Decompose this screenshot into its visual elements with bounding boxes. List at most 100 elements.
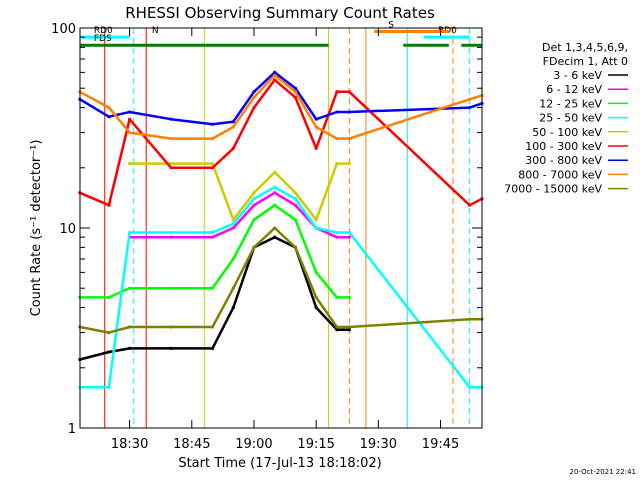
series-5-point-4 [210, 166, 215, 170]
series-2-point-4 [210, 286, 215, 290]
series-5-point-5 [231, 146, 235, 151]
y-axis-label: Count Rate (s⁻¹ detector⁻¹) [29, 140, 44, 317]
flag-label-3: S [388, 21, 394, 31]
series-line-2 [79, 203, 350, 299]
series-6-point-9 [314, 117, 318, 121]
flag-label-0: RD0 [94, 26, 113, 36]
series-4-point-4 [252, 191, 256, 195]
y-tick-label-2: 100 [51, 22, 76, 37]
x-tick-label-4: 19:30 [360, 437, 397, 452]
series-8-point-11 [347, 325, 351, 329]
series-1-point-9 [347, 235, 351, 239]
series-3-point-2 [128, 230, 132, 235]
series-8-point-7 [273, 226, 277, 230]
series-7-point-2 [128, 130, 132, 135]
series-1-point-2 [210, 235, 215, 239]
series-2-point-11 [347, 295, 351, 299]
series-6-point-3 [169, 117, 173, 121]
series-3-point-12 [467, 385, 472, 389]
series-line-1 [129, 191, 350, 239]
series-8-point-12 [467, 317, 472, 321]
series-3-point-5 [231, 222, 235, 226]
series-4-point-6 [293, 191, 298, 195]
series-4-point-0 [128, 161, 132, 166]
series-6-point-12 [467, 105, 472, 110]
series-5-point-6 [252, 105, 256, 110]
series-1-point-1 [169, 235, 173, 239]
series-0-point-7 [273, 235, 277, 239]
series-8-point-2 [128, 325, 132, 329]
series-5-point-11 [347, 90, 351, 94]
series-6-point-10 [335, 110, 339, 114]
series-5-point-1 [107, 203, 111, 207]
series-3-point-1 [107, 385, 111, 389]
series-line-0 [79, 235, 350, 361]
legend-label-5: 100 - 300 keV [525, 140, 602, 153]
series-line-6 [79, 71, 483, 126]
chart-title: RHESSI Observing Summary Count Rates [125, 4, 435, 22]
series-line-3 [79, 185, 482, 389]
x-tick-label-3: 19:15 [297, 437, 334, 452]
series-6-point-11 [347, 110, 351, 114]
series-4-point-8 [335, 161, 339, 166]
series-3-point-9 [314, 226, 318, 230]
series-5-point-12 [467, 203, 472, 207]
series-0-point-10 [335, 328, 339, 332]
series-7-point-6 [252, 95, 256, 99]
series-2-point-7 [273, 203, 277, 207]
series-6-point-1 [107, 115, 111, 119]
x-tick-label-2: 19:00 [235, 437, 272, 452]
series-line-8 [79, 226, 482, 334]
series-0-point-2 [128, 346, 132, 351]
axes: 18:30 18:45 19:00 19:15 19:30 19:45 1 10 100 [51, 22, 482, 452]
series-3-point-11 [347, 230, 351, 235]
legend-label-7: 800 - 7000 keV [518, 168, 602, 181]
series-7-point-12 [467, 97, 472, 101]
series-4-point-5 [273, 170, 277, 174]
series-0-point-1 [107, 350, 111, 354]
plot-area: RD0RD0NSFDS [78, 21, 484, 428]
series-line-4 [129, 162, 350, 221]
series-4-point-7 [314, 218, 318, 222]
x-axis-label: Start Time (17-Jul-13 18:18:02) [178, 456, 381, 471]
series-7-point-11 [347, 136, 351, 141]
series-5-point-3 [169, 166, 173, 170]
series-0-point-4 [210, 346, 215, 351]
series-6-point-6 [252, 90, 256, 94]
series-8-point-10 [335, 325, 339, 329]
y-tick-label-0: 1 [68, 422, 76, 437]
x-tick-label-1: 18:45 [173, 437, 210, 452]
series-3-point-10 [335, 230, 339, 235]
series-line-5 [79, 78, 483, 207]
legend-label-0: 3 - 6 keV [553, 69, 602, 82]
series-8-point-4 [210, 325, 215, 329]
series-7-point-7 [273, 73, 277, 77]
y-tick-label-1: 10 [59, 222, 76, 237]
series-8-point-8 [293, 245, 298, 249]
series-7-point-3 [169, 136, 173, 141]
series-1-point-5 [273, 191, 277, 195]
legend-label-2: 12 - 25 keV [539, 97, 602, 110]
legend-label-1: 6 - 12 keV [546, 83, 602, 96]
series-5-point-9 [314, 146, 318, 151]
series-2-point-9 [314, 270, 318, 274]
series-line-7 [79, 74, 483, 140]
series-5-point-7 [273, 78, 277, 82]
series-4-point-9 [347, 161, 351, 166]
series-2-point-3 [169, 286, 173, 290]
generation-timestamp: 20-Oct-2021 22:41 [570, 468, 636, 476]
series-8-point-1 [107, 330, 111, 335]
series-6-point-8 [293, 86, 298, 90]
series-4-point-1 [169, 161, 173, 166]
series-4-point-2 [210, 161, 215, 166]
series-2-point-2 [128, 286, 132, 290]
legend-label-8: 7000 - 15000 keV [504, 183, 602, 196]
series-7-point-9 [314, 125, 318, 129]
legend-title-line-1: Det 1,3,4,5,6,9, [542, 41, 628, 54]
legend-title-line-2: FDecim 1, Att 0 [543, 55, 628, 68]
flag-label-4: FDS [94, 34, 112, 44]
series-1-point-8 [335, 235, 339, 239]
